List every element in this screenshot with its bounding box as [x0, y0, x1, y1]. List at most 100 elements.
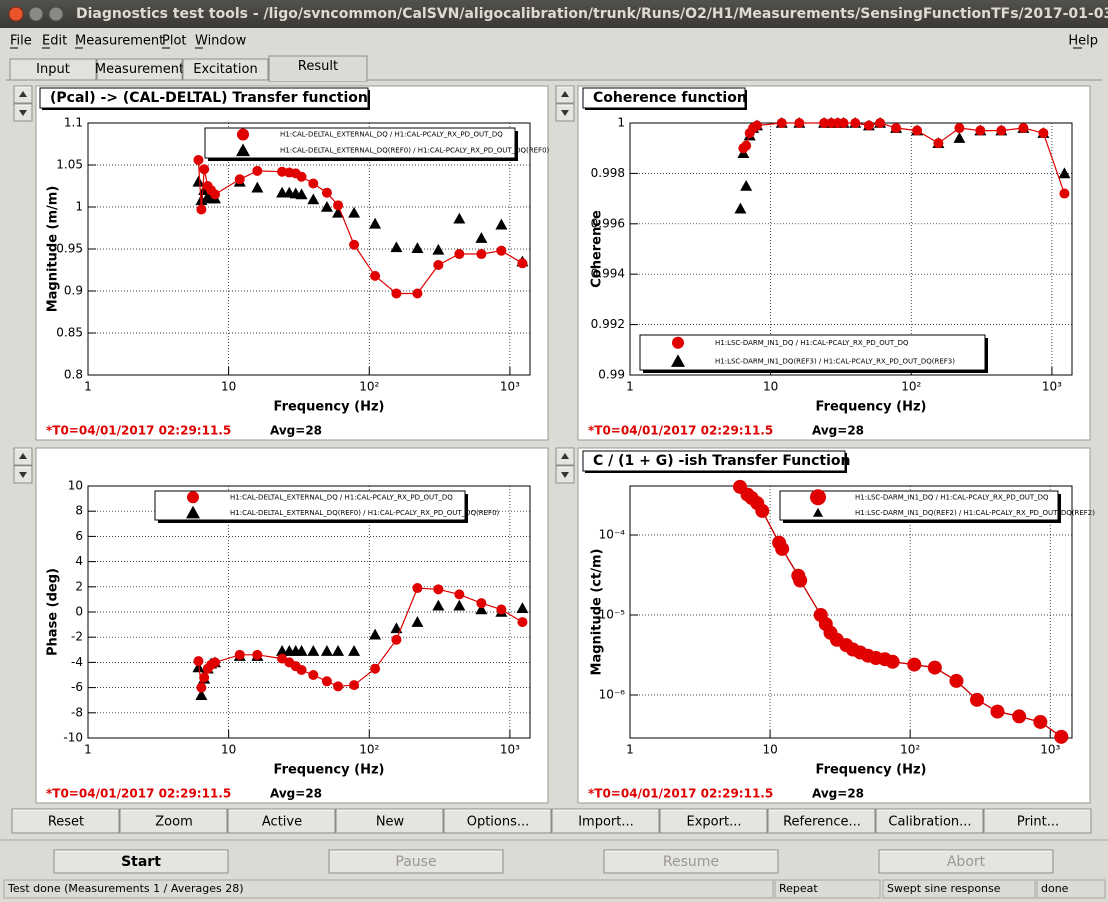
tab-label: Measurement: [95, 62, 184, 77]
data-point: [755, 503, 770, 518]
data-point: [320, 201, 333, 212]
data-point: [1059, 188, 1070, 199]
status-field: [882, 879, 1036, 899]
menu-item[interactable]: File: [10, 34, 32, 49]
data-point: [196, 204, 207, 215]
button[interactable]: [659, 808, 768, 834]
button[interactable]: [335, 808, 444, 834]
control-button[interactable]: [53, 849, 229, 874]
button[interactable]: [875, 808, 984, 834]
legend-label: H1:CAL-DELTAL_EXTERNAL_DQ(REF0) / H1:CAL…: [230, 509, 500, 517]
data-point: [776, 118, 787, 128]
minimize-button[interactable]: [28, 6, 44, 22]
button-label: Calibration...: [888, 815, 971, 830]
plot-area: [734, 117, 1071, 214]
tab-label: Result: [298, 59, 338, 74]
button[interactable]: [767, 808, 876, 834]
data-point: [199, 164, 210, 175]
menu-item[interactable]: Window: [195, 34, 247, 49]
y-tick-label: -4: [71, 655, 83, 669]
menu-item[interactable]: Measurement: [75, 34, 164, 49]
button[interactable]: [551, 808, 660, 834]
plot-title: (Pcal) -> (CAL-DELTAL) Transfer function: [50, 90, 368, 106]
data-point: [1038, 128, 1049, 139]
button[interactable]: [11, 808, 120, 834]
arrow-icon: [561, 110, 569, 116]
menu-item[interactable]: Help: [1068, 34, 1098, 49]
data-point: [332, 645, 345, 656]
button[interactable]: [119, 808, 228, 834]
x-axis-label: Frequency (Hz): [816, 400, 927, 415]
x-tick-label: 1: [626, 743, 634, 757]
legend-label: H1:LSC-DARM_IN1_DQ(REF2) / H1:CAL-PCALY_…: [855, 509, 1095, 517]
menu-item[interactable]: Edit: [42, 34, 67, 49]
y-tick-label: 2: [75, 579, 83, 593]
data-point: [195, 689, 208, 700]
y-tick-label: 0: [75, 605, 83, 619]
data-point: [295, 188, 308, 200]
x-tick-label: 10: [221, 743, 236, 757]
data-point: [370, 270, 381, 281]
data-point: [391, 634, 402, 645]
plot-area: [733, 479, 1069, 744]
data-point: [794, 118, 805, 128]
data-point: [454, 249, 465, 260]
data-point: [192, 175, 205, 187]
control-label: Pause: [395, 854, 436, 870]
tab[interactable]: [9, 58, 97, 81]
title-box: [582, 87, 746, 109]
button[interactable]: [983, 808, 1092, 834]
plot-frame: [629, 485, 1073, 739]
y-tick-label: -10: [63, 731, 83, 745]
y-tick-label: -6: [71, 680, 83, 694]
x-tick-label: 10³: [500, 380, 520, 394]
y-axis-label: Coherence: [590, 210, 605, 288]
data-point: [432, 599, 445, 611]
control-button[interactable]: [878, 849, 1054, 874]
data-point: [349, 680, 360, 691]
data-point: [891, 123, 902, 134]
data-point: [476, 249, 487, 260]
data-point: [454, 589, 465, 600]
x-tick-label: 10²: [359, 743, 379, 757]
legend-marker: [810, 489, 826, 506]
y-axis-label: Phase (deg): [46, 568, 61, 656]
y-tick-label: 0.996: [591, 216, 625, 230]
legend-marker: [186, 505, 200, 519]
arrow-icon: [19, 91, 27, 97]
data-point: [990, 704, 1005, 719]
button[interactable]: [443, 808, 552, 834]
y-tick-label: 0.95: [56, 242, 83, 256]
data-point: [390, 622, 403, 634]
button-label: Export...: [687, 815, 742, 830]
data-point: [307, 193, 320, 205]
tab[interactable]: [96, 58, 183, 81]
data-point: [885, 654, 900, 669]
annotation: *T0=04/01/2017 02:29:11.5: [46, 787, 231, 801]
data-point: [308, 178, 319, 189]
data-point: [953, 132, 966, 143]
data-point: [210, 657, 221, 668]
legend-label: H1:LSC-DARM_IN1_DQ / H1:CAL-PCALY_RX_PD_…: [715, 339, 909, 347]
x-tick-label: 10²: [359, 380, 379, 394]
data-point: [517, 258, 528, 269]
menu-item[interactable]: Plot: [162, 34, 187, 49]
data-point: [296, 171, 307, 182]
maximize-button[interactable]: [48, 6, 64, 22]
annotation: *T0=04/01/2017 02:29:11.5: [588, 424, 773, 438]
data-point: [320, 645, 333, 656]
close-button[interactable]: [8, 6, 24, 22]
control-button[interactable]: [603, 849, 779, 874]
button[interactable]: [227, 808, 336, 834]
legend-marker: [237, 128, 249, 141]
y-tick-label: 0.85: [56, 326, 83, 340]
legend: [154, 490, 466, 521]
data-point: [975, 125, 986, 136]
legend-label: H1:LSC-DARM_IN1_DQ(REF3) / H1:CAL-PCALY_…: [715, 357, 955, 365]
tab[interactable]: [182, 58, 269, 81]
x-tick-label: 10³: [1040, 743, 1060, 757]
data-point: [348, 645, 361, 656]
legend-label: H1:CAL-DELTAL_EXTERNAL_DQ / H1:CAL-PCALY…: [230, 493, 453, 501]
data-point: [369, 217, 382, 229]
control-button[interactable]: [328, 849, 504, 874]
